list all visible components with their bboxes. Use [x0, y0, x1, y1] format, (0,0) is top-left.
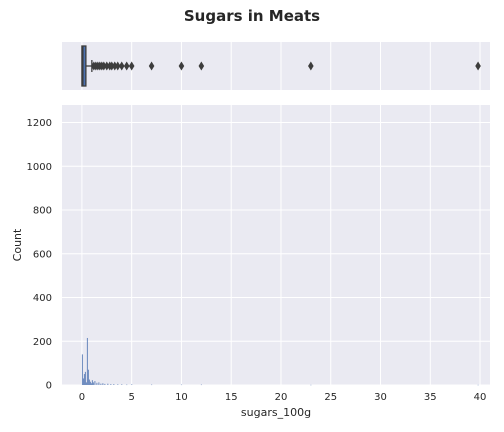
y-tick-label: 0 [46, 381, 52, 392]
histogram-bar [89, 381, 91, 385]
histogram-bar [96, 382, 98, 385]
histogram-bar [98, 382, 100, 385]
histogram-bar [82, 378, 84, 385]
histogram-bar [84, 371, 86, 385]
y-tick-label: 1000 [27, 162, 52, 173]
boxplot-marks [81, 45, 481, 87]
y-tick-label: 400 [33, 293, 52, 304]
histogram-bar [102, 383, 104, 385]
y-tick-label: 200 [33, 337, 52, 348]
x-tick-label: 30 [374, 392, 387, 403]
histogram-bar [81, 354, 84, 385]
histogram-bar [477, 384, 479, 386]
histogram-bar [107, 383, 109, 385]
x-tick-label: 0 [79, 392, 85, 403]
histogram-bar [91, 380, 93, 385]
y-axis-label: Count [11, 228, 24, 261]
histogram-bar [121, 384, 123, 385]
x-axis-ticks: 0 5 10 15 20 25 30 35 40 [79, 392, 487, 403]
histogram-bar [94, 381, 96, 385]
histogram-bar [92, 382, 94, 385]
histogram-bar [310, 384, 312, 386]
histogram-bar [126, 384, 128, 386]
histogram-bar [90, 383, 92, 385]
box-outlier [118, 61, 125, 71]
y-tick-label: 800 [33, 206, 52, 217]
x-tick-label: 40 [474, 392, 487, 403]
x-tick-label: 25 [324, 392, 337, 403]
histogram-grid [62, 105, 490, 386]
box-outlier [198, 61, 205, 71]
x-tick-label: 5 [128, 392, 134, 403]
histogram-bar [117, 384, 119, 385]
histogram-bar [131, 384, 133, 385]
box-outlier [103, 61, 110, 71]
x-tick-label: 35 [424, 392, 437, 403]
x-axis-label: sugars_100g [241, 406, 311, 419]
box-outlier [111, 61, 118, 71]
y-axis-ticks: 0 200 400 600 800 1000 1200 [27, 118, 52, 392]
box-outlier [308, 61, 314, 71]
x-tick-label: 15 [225, 392, 238, 403]
histogram-bar [88, 379, 90, 385]
histogram-bar [180, 384, 183, 386]
box-outlier [108, 61, 115, 71]
histogram-bar [200, 384, 202, 386]
box-outlier [123, 61, 130, 71]
box-outlier [148, 61, 155, 71]
histogram-bar [87, 369, 89, 385]
histogram-bar [85, 382, 87, 385]
histogram-bar [104, 383, 106, 385]
histogram-bar [100, 383, 102, 385]
y-tick-label: 1200 [27, 118, 52, 129]
box-outlier [101, 61, 107, 71]
histogram-background [62, 105, 490, 385]
chart-title: Sugars in Meats [184, 7, 320, 25]
box-outlier [475, 61, 481, 71]
y-tick-label: 600 [33, 249, 52, 260]
box-outlier [114, 61, 121, 71]
histogram-bar [83, 374, 85, 385]
x-tick-label: 20 [275, 392, 288, 403]
histogram-bar [110, 384, 112, 385]
histogram-panel: 0 5 10 15 20 25 30 35 40 0 200 400 600 800 1000 1200 [27, 105, 490, 403]
boxplot-panel [62, 42, 490, 90]
histogram-bar [113, 384, 115, 385]
box-outlier [178, 61, 185, 71]
box-iqr [81, 45, 87, 87]
histogram-bar [86, 337, 88, 385]
histogram-bars [81, 337, 479, 386]
x-tick-label: 10 [175, 392, 188, 403]
box-outlier [128, 61, 135, 71]
histogram-bar [151, 384, 153, 386]
